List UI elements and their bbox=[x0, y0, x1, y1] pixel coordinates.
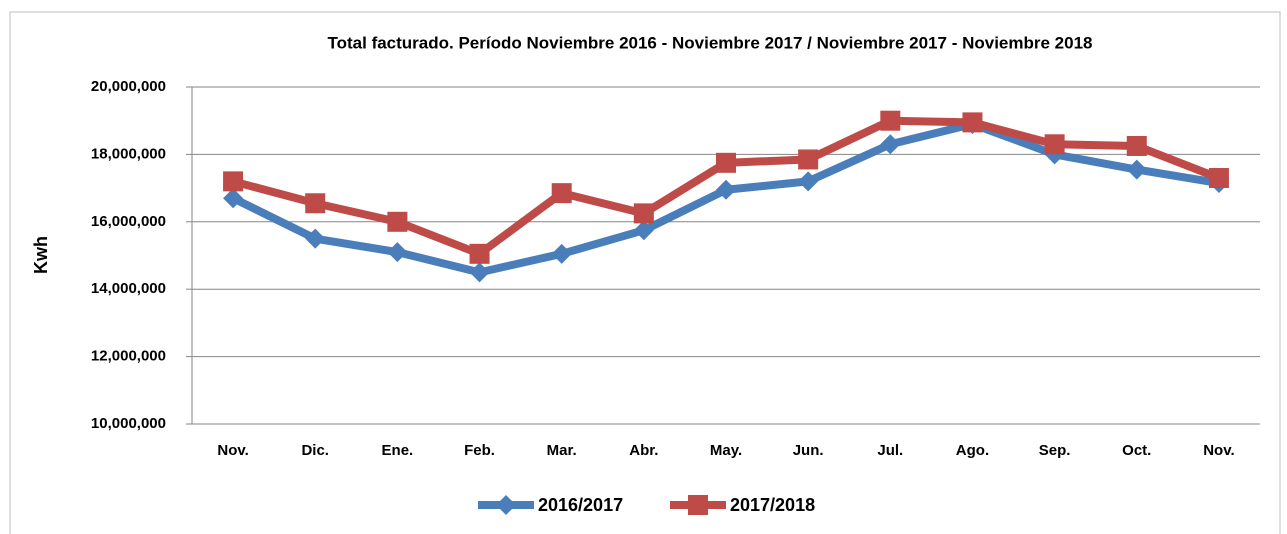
x-tick-label: Abr. bbox=[629, 442, 658, 459]
data-point bbox=[880, 134, 901, 155]
x-tick-label: Oct. bbox=[1122, 442, 1151, 459]
data-point bbox=[716, 152, 736, 173]
x-tick-label: Nov. bbox=[1203, 442, 1234, 459]
legend-text: 2017/2018 bbox=[730, 495, 815, 515]
data-point bbox=[387, 242, 408, 263]
data-point bbox=[387, 211, 408, 232]
y-tick-label: 14,000,000 bbox=[91, 280, 166, 297]
data-point bbox=[880, 110, 901, 131]
data-point bbox=[1126, 159, 1147, 180]
x-tick-label: May. bbox=[710, 442, 742, 459]
data-point bbox=[223, 171, 244, 192]
y-tick-label: 10,000,000 bbox=[91, 415, 166, 432]
data-point bbox=[962, 112, 983, 133]
data-point bbox=[798, 149, 819, 170]
x-tick-label: Sep. bbox=[1039, 442, 1071, 459]
data-point bbox=[305, 193, 326, 214]
data-point bbox=[798, 171, 819, 192]
data-point bbox=[469, 262, 490, 283]
legend-marker bbox=[496, 495, 516, 515]
data-point bbox=[716, 179, 736, 200]
data-point bbox=[551, 243, 572, 264]
data-point bbox=[223, 188, 244, 209]
data-point bbox=[469, 243, 490, 264]
y-tick-label: 18,000,000 bbox=[91, 145, 166, 162]
y-tick-label: 16,000,000 bbox=[91, 213, 166, 230]
chart-frame bbox=[9, 11, 1281, 534]
x-tick-label: Jun. bbox=[793, 442, 824, 459]
x-tick-label: Mar. bbox=[547, 442, 577, 459]
data-point bbox=[305, 228, 326, 249]
data-point bbox=[1208, 167, 1229, 188]
x-tick-label: Feb. bbox=[464, 442, 495, 459]
legend-text: 2016/2017 bbox=[538, 495, 623, 515]
x-tick-label: Ago. bbox=[956, 442, 989, 459]
x-tick-label: Nov. bbox=[217, 442, 248, 459]
data-point bbox=[1044, 134, 1065, 155]
legend-marker bbox=[688, 495, 708, 515]
data-point bbox=[1126, 135, 1147, 156]
data-point bbox=[633, 220, 654, 241]
y-tick-label: 20,000,000 bbox=[91, 78, 166, 95]
x-tick-label: Dic. bbox=[301, 442, 329, 459]
chart-title: Total facturado. Período Noviembre 2016 … bbox=[328, 33, 1093, 52]
data-point bbox=[633, 203, 654, 224]
x-tick-label: Ene. bbox=[382, 442, 414, 459]
y-tick-label: 12,000,000 bbox=[91, 348, 166, 365]
data-point bbox=[551, 183, 572, 204]
y-axis-title: Kwh bbox=[31, 236, 51, 274]
x-tick-label: Jul. bbox=[877, 442, 903, 459]
